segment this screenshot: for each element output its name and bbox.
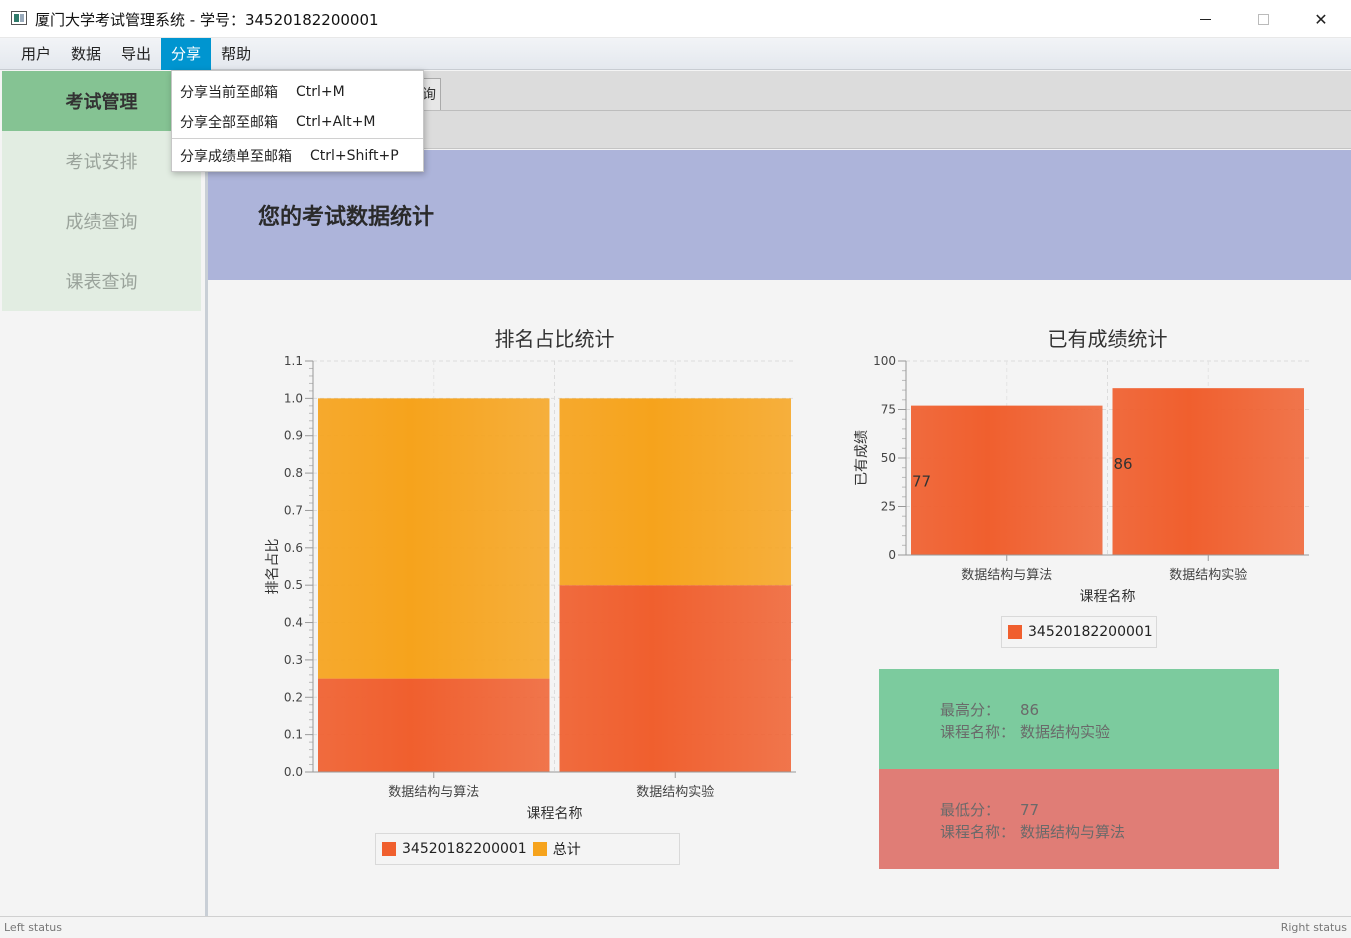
score-chart-legend: 34520182200001 bbox=[1001, 616, 1157, 648]
y-tick-label: 25 bbox=[881, 500, 896, 514]
menu-item-share-all[interactable]: 分享全部至邮箱 Ctrl+Alt+M bbox=[172, 107, 423, 137]
rank-chart-legend: 34520182200001 总计 bbox=[375, 833, 680, 865]
menu-data[interactable]: 数据 bbox=[71, 45, 102, 63]
legend-label-total: 总计 bbox=[552, 842, 581, 858]
minimize-icon[interactable] bbox=[1176, 0, 1234, 38]
bar-data-label: 77 bbox=[912, 473, 931, 491]
menu-bar: 用户 数据 导出 分享 帮助 bbox=[0, 38, 1351, 70]
close-icon[interactable]: ✕ bbox=[1314, 9, 1328, 29]
app-icon bbox=[11, 11, 27, 25]
bar-student-1 bbox=[1112, 388, 1304, 555]
menu-item-share-transcript[interactable]: 分享成绩单至邮箱 Ctrl+Shift+P bbox=[172, 141, 423, 171]
y-tick-label: 0.4 bbox=[284, 616, 303, 630]
legend-swatch-student bbox=[382, 842, 396, 856]
bar-student-0 bbox=[318, 678, 550, 772]
lowest-score-value: 77 bbox=[1020, 801, 1040, 819]
status-bar: Left status Right status bbox=[0, 916, 1351, 938]
x-tick-label: 数据结构与算法 bbox=[961, 568, 1052, 583]
legend-swatch-total bbox=[532, 842, 547, 856]
lowest-course-label: 课程名称： bbox=[940, 823, 1016, 841]
lowest-course-value: 数据结构与算法 bbox=[1020, 823, 1126, 841]
sidebar-item-grade-query[interactable]: 成绩查询 bbox=[2, 191, 201, 251]
x-axis-label: 课程名称 bbox=[527, 806, 583, 822]
sidebar-empty-area bbox=[2, 311, 201, 915]
y-tick-label: 75 bbox=[881, 403, 896, 417]
y-tick-label: 0.2 bbox=[284, 690, 303, 704]
chart-title: 排名占比统计 bbox=[495, 327, 615, 351]
highest-course-value: 数据结构实验 bbox=[1020, 723, 1111, 741]
rank-ratio-chart: 排名占比统计 0.0 0.1 0.2 0.3 0.4 0.5 0.6 0.7 0.8 0.9 1.0 1… bbox=[265, 327, 796, 822]
share-all-shortcut: Ctrl+Alt+M bbox=[296, 114, 376, 130]
x-axis-label: 课程名称 bbox=[1080, 589, 1136, 605]
x-tick-label: 数据结构实验 bbox=[636, 784, 714, 800]
y-tick-label: 0.5 bbox=[284, 578, 303, 592]
legend-label-student-score: 34520182200001 bbox=[1028, 624, 1153, 640]
y-tick-label: 0.0 bbox=[284, 765, 303, 779]
bar-total-1 bbox=[559, 398, 791, 586]
maximize-icon[interactable] bbox=[1234, 0, 1292, 38]
menu-separator bbox=[172, 138, 423, 139]
lowest-score-label: 最低分： bbox=[940, 801, 1001, 819]
share-transcript-label: 分享成绩单至邮箱 bbox=[180, 149, 292, 165]
y-tick-label: 0.9 bbox=[284, 429, 303, 443]
share-dropdown-menu: 分享当前至邮箱 Ctrl+M 分享全部至邮箱 Ctrl+Alt+M 分享成绩单至邮箱… bbox=[171, 70, 424, 172]
status-left: Left status bbox=[4, 921, 62, 934]
share-current-shortcut: Ctrl+M bbox=[296, 84, 345, 100]
page-title: 您的考试数据统计 bbox=[258, 205, 435, 230]
legend-label-student: 34520182200001 bbox=[402, 841, 527, 857]
sidebar-header-exam-management[interactable]: 考试管理 bbox=[2, 71, 201, 131]
share-transcript-shortcut: Ctrl+Shift+P bbox=[310, 148, 399, 164]
menu-item-share-current[interactable]: 分享当前至邮箱 Ctrl+M bbox=[172, 77, 423, 107]
y-tick-label: 0 bbox=[888, 548, 896, 562]
status-right: Right status bbox=[1280, 921, 1347, 934]
highest-score-value: 86 bbox=[1020, 701, 1040, 719]
highest-course-label: 课程名称： bbox=[940, 723, 1016, 741]
highest-score-label: 最高分： bbox=[940, 701, 1001, 719]
sidebar: 考试管理 考试安排 成绩查询 课表查询 bbox=[2, 71, 201, 311]
window-title: 厦门大学考试管理系统 - 学号：34520182200001 bbox=[35, 11, 379, 29]
legend-entry-student-score: 34520182200001 bbox=[1008, 624, 1153, 640]
y-tick-label: 0.1 bbox=[284, 728, 303, 742]
y-tick-label: 0.6 bbox=[284, 541, 303, 555]
y-axis-label: 已有成绩 bbox=[854, 430, 870, 486]
legend-swatch-student-score bbox=[1008, 625, 1022, 639]
menu-help[interactable]: 帮助 bbox=[221, 45, 252, 63]
y-tick-label: 0.8 bbox=[284, 466, 303, 480]
bar-student-1 bbox=[559, 585, 791, 772]
menu-export[interactable]: 导出 bbox=[121, 45, 152, 63]
y-tick-label: 0.3 bbox=[284, 653, 303, 667]
y-axis-label: 排名占比 bbox=[265, 539, 281, 595]
sidebar-item-timetable-query[interactable]: 课表查询 bbox=[2, 251, 201, 311]
lowest-score-card: 最低分： 77 课程名称： 数据结构与算法 bbox=[879, 769, 1279, 869]
menu-share[interactable]: 分享 bbox=[161, 38, 212, 70]
x-tick-label: 数据结构实验 bbox=[1169, 567, 1247, 583]
x-tick-label: 数据结构与算法 bbox=[388, 785, 479, 800]
menu-user[interactable]: 用户 bbox=[21, 45, 52, 63]
y-tick-label: 1.1 bbox=[284, 354, 303, 368]
legend-entry-total: 总计 bbox=[532, 839, 581, 859]
highest-score-card: 最高分： 86 课程名称： 数据结构实验 bbox=[879, 669, 1279, 769]
title-bar: 厦门大学考试管理系统 - 学号：34520182200001 ✕ bbox=[0, 0, 1351, 38]
bar-total-0 bbox=[318, 398, 550, 679]
bar-student-0 bbox=[911, 405, 1103, 555]
y-tick-label: 1.0 bbox=[284, 391, 303, 405]
sidebar-item-exam-schedule[interactable]: 考试安排 bbox=[2, 131, 201, 191]
legend-entry-student: 34520182200001 bbox=[382, 841, 527, 857]
y-tick-label: 100 bbox=[873, 354, 896, 368]
y-tick-label: 0.7 bbox=[284, 503, 303, 517]
chart-title: 已有成绩统计 bbox=[1048, 327, 1168, 351]
share-current-label: 分享当前至邮箱 bbox=[180, 85, 278, 101]
bar-data-label: 86 bbox=[1114, 455, 1133, 473]
share-all-label: 分享全部至邮箱 bbox=[180, 115, 278, 131]
y-tick-label: 50 bbox=[881, 451, 896, 465]
